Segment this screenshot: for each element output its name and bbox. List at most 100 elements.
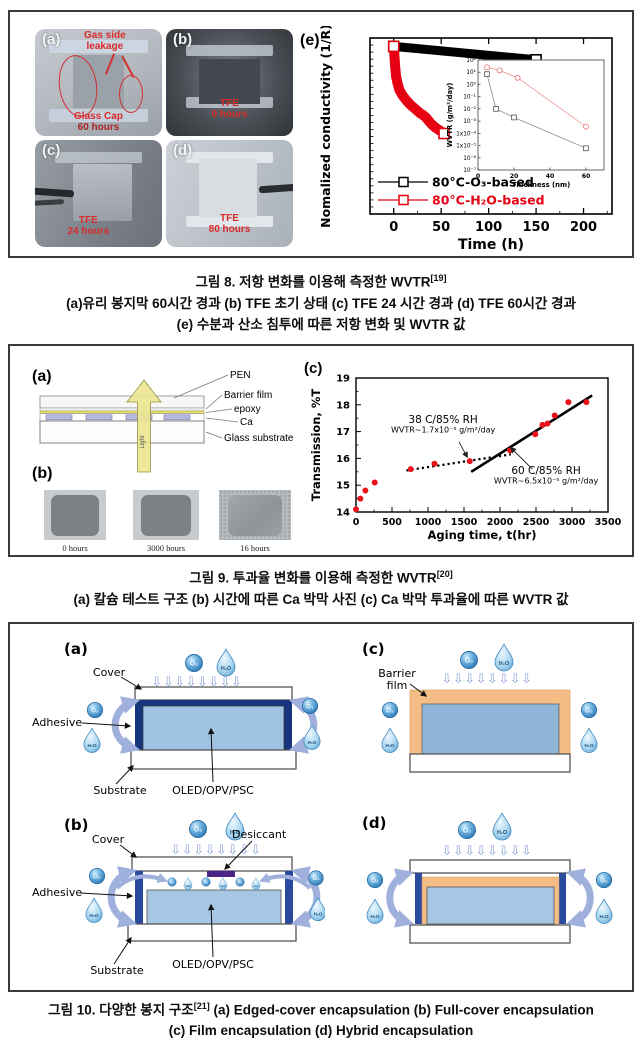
x-tick-label: 1500: [451, 517, 478, 528]
oled-layer: [146, 889, 282, 925]
substrate-layer: [409, 753, 571, 773]
h2o-icon: [366, 898, 384, 924]
oled-layer: [426, 886, 555, 925]
y-tick-label: 15: [336, 481, 350, 492]
figure8-photo-grid: (a) Gas side leakage Glass Cap 60 hours: [35, 29, 293, 247]
photo-d-label: (d): [173, 142, 193, 159]
glass-cap-top-bar: [48, 40, 149, 53]
x-tick-label: 0: [389, 220, 398, 235]
fig10-panel-b: (b) ⇩⇩⇩⇩⇩⇩⇩⇩ Desiccant: [32, 812, 325, 977]
cover-layer: [131, 856, 293, 872]
photo-tfe-0h: (b) TFE 0 hours: [166, 29, 293, 136]
x-tick-label: 2000: [487, 517, 514, 528]
legend-label: 80°C-O₃-based: [432, 175, 534, 190]
photo-a-label: (a): [42, 31, 61, 48]
leakage-text: leakage: [86, 41, 124, 52]
inset-y-label: WVTR (g/m²/day): [446, 83, 454, 148]
panel-a-label: (a): [32, 368, 52, 385]
o2-icon: [308, 870, 324, 886]
panel-d-label: (d): [362, 814, 386, 832]
side-permeation-arrow-left: [107, 866, 137, 928]
h2o-icon: [83, 727, 101, 753]
tfe-text: TFE: [78, 215, 98, 226]
fig10-caption-l1b: (a) Edged-cover encapsulation (b) Full-c…: [209, 1002, 594, 1018]
leak-ellipse-small: [119, 75, 143, 113]
figure9-box: (a) Light PEN Barrier film epoxy Ca Glas…: [8, 344, 634, 557]
gas-side-text: Gas side: [83, 30, 126, 41]
barrier-film-label2: film: [387, 679, 408, 692]
holder-top-bar: [186, 45, 273, 56]
inset-y-tick: 10⁰: [466, 81, 476, 88]
h2o-icon: [303, 724, 321, 750]
epoxy-layer: [39, 410, 205, 414]
cover-layer: [409, 859, 571, 874]
permeation-arrows-icon: ⇩⇩⇩⇩⇩⇩⇩⇩: [441, 844, 532, 859]
x-axis-label: Aging time, t(hr): [428, 528, 537, 542]
adhesive-column-right: [559, 873, 566, 924]
adhesive-label: Adhesive: [32, 886, 82, 899]
o2-icon: [580, 701, 598, 719]
side-permeation-arrow-left: [386, 868, 414, 928]
substrate-label: Substrate: [93, 784, 147, 797]
cover-label: Cover: [93, 666, 126, 679]
h2o-icon: [309, 897, 325, 922]
ca-pointer: [205, 417, 239, 423]
photo-tfe-24h: (c) TFE 24 hours: [35, 140, 162, 247]
y-tick-label: 18: [336, 400, 350, 411]
annotation: WVTR~6.5x10⁻⁵ g/m²/day: [494, 477, 599, 486]
panel-e-label: (e): [300, 32, 320, 49]
adhesive-pointer: [81, 722, 132, 729]
o2-icon-small: [167, 877, 177, 887]
h2o-icon-small: [218, 877, 228, 890]
fig10-panel-a: (a) ⇩⇩⇩⇩⇩⇩⇩⇩ Cover Adhesive Substrate OL…: [32, 640, 321, 797]
glass-cap-hours: 60 hours: [77, 122, 120, 133]
h2o-icon: [492, 812, 512, 841]
inset-x-tick: 40: [546, 173, 555, 180]
fig8-caption-l1: 그림 8. 저항 변화를 이용해 측정한 WVTR: [195, 274, 431, 290]
fig9-caption-l1: 그림 9. 투과율 변화를 이용해 측정한 WVTR: [189, 570, 437, 586]
tfe-sample: [199, 159, 258, 218]
substrate-layer: [409, 924, 571, 944]
inset-y-tick: 10⁻⁶: [463, 155, 476, 162]
pen-layer: [39, 395, 205, 409]
adhesive-column-left: [415, 873, 422, 924]
barrier-pointer: [409, 683, 428, 697]
cover-label: Cover: [92, 833, 125, 846]
ca-film: [51, 494, 99, 536]
fig10-ref: [21]: [193, 1001, 210, 1011]
figure8-box: (a) Gas side leakage Glass Cap 60 hours: [8, 10, 634, 258]
x-tick-label: 150: [523, 220, 550, 235]
annotation: 60 C/85% RH: [511, 465, 580, 477]
permeation-arrows-icon: ⇩⇩⇩⇩⇩⇩⇩⇩: [151, 675, 242, 690]
tfe-sample: [199, 58, 260, 104]
o2-icon: [189, 820, 207, 838]
side-permeation-arrow-right: [291, 866, 321, 928]
o2-icon: [458, 821, 476, 839]
ca-test-structure-diagram: (a) Light PEN Barrier film epoxy Ca Glas…: [32, 368, 294, 482]
desiccant-layer: [207, 871, 235, 877]
device-pointer: [207, 903, 215, 958]
y-tick-label: 16: [336, 454, 350, 465]
o2-icon: [86, 701, 104, 719]
inset-y-tick: 10¹: [466, 69, 476, 76]
adhesive-column-right: [285, 871, 293, 924]
adhesive-pointer: [79, 892, 134, 899]
tfe-text: TFE: [220, 98, 239, 109]
inset-y-tick: 1x10⁻⁴: [456, 130, 477, 137]
glass-cap-sample: [73, 54, 124, 109]
device-pointer: [207, 727, 215, 783]
glass-cap-bottom-bar: [48, 109, 149, 122]
side-permeation-arrow-right: [566, 868, 594, 928]
x-tick-label: 50: [432, 220, 450, 235]
ca-photo-frame: [44, 490, 106, 540]
tweezers: [258, 183, 293, 194]
glass-substrate-layer: [39, 420, 205, 444]
o2-icon: [301, 697, 319, 715]
y-axis-label: Nomalized conductivity (1/R): [318, 26, 333, 228]
holder-top-bar: [55, 152, 142, 163]
transmission-chart: 0 500 1000 1500 2000 2500 3000 3500 14 15 16 17 18 19…: [309, 374, 622, 543]
h2o-icon: [85, 897, 103, 923]
fig10-caption-l2: (c) Film encapsulation (d) Hybrid encaps…: [168, 1022, 474, 1038]
desiccant-label: Desiccant: [232, 828, 287, 841]
holder-top-bar: [186, 152, 273, 163]
